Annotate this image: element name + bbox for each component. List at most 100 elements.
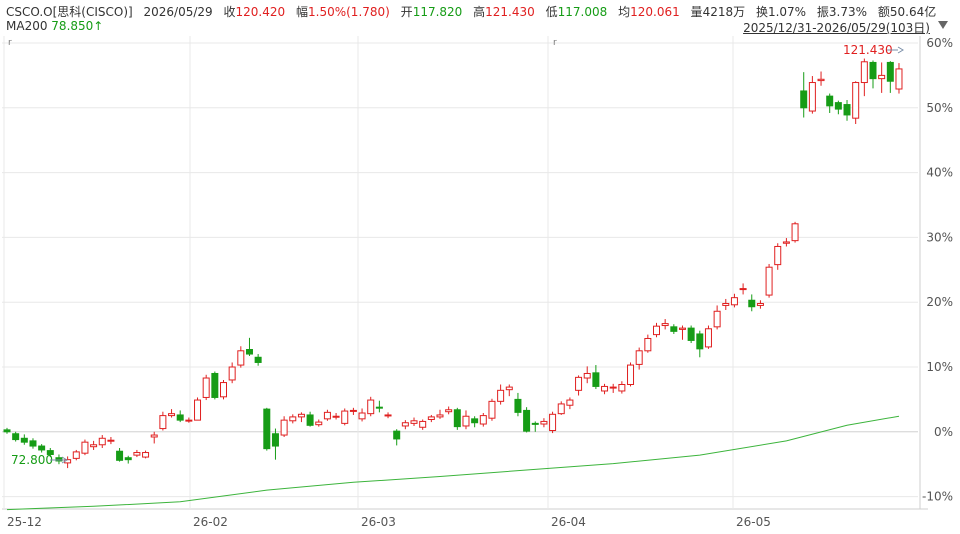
candle [98, 435, 106, 448]
candle-body [471, 418, 479, 424]
candle [808, 76, 816, 114]
symbol-name: CSCO.O[思科(CISCO)] [6, 5, 133, 19]
open-label: 开 [400, 5, 413, 19]
candle-body [843, 104, 851, 116]
candle-body [237, 350, 245, 366]
candle [332, 413, 340, 420]
candle-body [436, 414, 444, 418]
candle-body [557, 403, 565, 415]
candle-body [462, 415, 470, 427]
candle [55, 454, 63, 465]
candle [704, 325, 712, 349]
candle-body [107, 439, 115, 442]
turnover-value: 1.07% [767, 5, 807, 19]
candle-body [817, 78, 825, 82]
candle-body [644, 337, 652, 352]
candle [791, 221, 799, 243]
candle-body [653, 325, 660, 336]
candle [852, 81, 860, 124]
candle-body [713, 310, 721, 328]
turnover-label: 换 [755, 5, 768, 19]
avg-label: 均 [618, 5, 631, 19]
candle-body [808, 82, 816, 112]
candle [774, 243, 782, 270]
dropdown-arrow-icon[interactable] [938, 21, 948, 29]
candle [523, 407, 531, 433]
candle [627, 362, 635, 387]
amplitude-label: 振 [816, 5, 829, 19]
grid-lines [2, 36, 928, 510]
date-range-selector[interactable]: 2025/12/31-2026/05/29(103日) [743, 21, 930, 35]
high-label: 高 [473, 5, 486, 19]
candle [609, 383, 617, 393]
candle [471, 416, 479, 428]
candle [211, 371, 219, 400]
candle [557, 401, 565, 415]
candle [306, 411, 314, 427]
candle-body [782, 241, 790, 244]
candle [583, 366, 591, 384]
candle-body [375, 406, 383, 409]
candle-body [627, 364, 635, 385]
candle-body [765, 266, 773, 296]
candle [531, 421, 539, 432]
candle-body [895, 68, 903, 90]
candle [393, 429, 401, 446]
candle-body [592, 372, 600, 387]
candle [592, 365, 600, 390]
candle-body [878, 74, 886, 80]
candle-body [393, 430, 401, 440]
candle [678, 325, 686, 340]
candle-body [116, 450, 124, 461]
low-value-label: 72.800 [11, 453, 53, 467]
candle-body [401, 422, 409, 427]
candle-body [46, 450, 54, 455]
candle-body [315, 421, 323, 426]
candle-body [349, 409, 357, 412]
candle [228, 362, 236, 384]
y-tick-label: 60% [926, 36, 953, 50]
candle [782, 238, 790, 247]
candle [635, 347, 643, 370]
candle [869, 60, 877, 89]
candle [384, 412, 392, 419]
y-tick-label: 30% [926, 230, 953, 244]
x-tick-label: 26-05 [736, 515, 771, 529]
x-tick-label: 26-04 [551, 515, 586, 529]
y-tick-label: -10% [922, 490, 953, 504]
candle-body [384, 414, 392, 417]
candle [765, 263, 773, 298]
candle [505, 384, 513, 397]
x-axis: 25-12 26-02 26-03 26-04 26-05 [7, 515, 771, 529]
low-label: 低 [545, 5, 558, 19]
candle-body [445, 409, 453, 413]
candle-body [323, 411, 331, 420]
quote-date: 2026/05/29 [143, 5, 213, 19]
candle-body [748, 299, 756, 308]
high-value: 121.430 [485, 5, 535, 19]
candle [748, 294, 756, 312]
quote-header: CSCO.O[思科(CISCO)] 2026/05/29 收120.420 幅1… [0, 0, 960, 36]
candle-body [886, 61, 894, 82]
candle-body [220, 382, 227, 398]
candle [297, 412, 305, 423]
candle [3, 427, 11, 434]
candle-body [55, 457, 63, 462]
candle [81, 439, 89, 456]
candle-body [479, 415, 487, 425]
candle-body [531, 422, 539, 425]
candle [202, 374, 210, 401]
x-tick-label: 26-02 [193, 515, 228, 529]
ma-value: 78.850 [51, 19, 94, 33]
candle [575, 375, 583, 396]
corner-marker-icon: r [8, 38, 12, 48]
candle [220, 379, 227, 400]
y-tick-label: 0% [934, 425, 953, 439]
candle [661, 319, 669, 330]
candle [185, 417, 193, 423]
low-pointer-arrow-icon [61, 456, 68, 464]
candle [176, 410, 184, 423]
candle-body [860, 61, 868, 84]
candle [263, 407, 271, 451]
candle-body [185, 419, 193, 422]
